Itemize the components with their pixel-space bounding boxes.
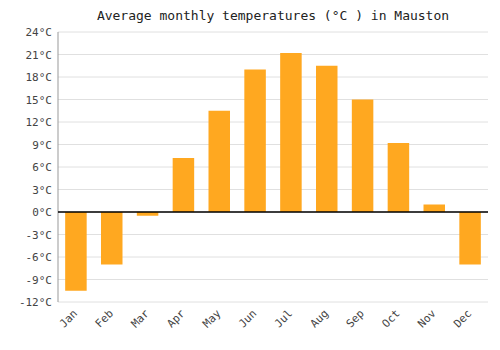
x-tick-label: Jun — [236, 307, 259, 330]
bar — [280, 53, 302, 212]
grid-line — [58, 167, 488, 168]
x-tick-label: Dec — [451, 307, 474, 330]
bars — [65, 53, 481, 291]
bar — [352, 100, 374, 213]
x-tick-label: Aug — [308, 307, 331, 330]
title: Average monthly temperatures (°C ) in Ma… — [97, 8, 449, 23]
grid-line — [58, 189, 488, 190]
x-tick-label: Jul — [272, 307, 295, 330]
baseline — [58, 211, 488, 213]
x-tick-label: Apr — [164, 307, 188, 331]
y-tick-label: 12°C — [26, 116, 53, 129]
y-tick-label: 18°C — [26, 71, 53, 84]
grid-line — [58, 54, 488, 55]
y-tick-label: 21°C — [26, 49, 53, 62]
y-tick-label: -9°C — [26, 274, 53, 287]
grid-line — [58, 122, 488, 123]
y-tick-label: -6°C — [26, 251, 53, 264]
x-tick-label: Sep — [344, 307, 367, 330]
y-tick-label: -12°C — [19, 296, 52, 309]
chart-container: Average monthly temperatures (°C ) in Ma… — [0, 0, 500, 350]
grid-line — [58, 212, 488, 213]
y-tick-label: 9°C — [32, 139, 52, 152]
y-axis-line — [58, 32, 59, 302]
x-tick-label: Feb — [93, 307, 116, 330]
grid-line — [58, 77, 488, 78]
grid-line — [58, 279, 488, 280]
bar — [459, 212, 481, 265]
bar — [244, 70, 265, 213]
grid-line — [58, 302, 488, 303]
bar — [173, 158, 195, 212]
x-tick-label: Oct — [379, 307, 402, 330]
y-tick-label: -3°C — [26, 229, 53, 242]
grid — [58, 32, 488, 302]
y-tick-label: 0°C — [32, 206, 52, 219]
grid-line — [58, 99, 488, 100]
bar — [388, 143, 410, 212]
y-tick-label: 15°C — [26, 94, 53, 107]
bar — [101, 212, 123, 265]
y-tick-label: 6°C — [32, 161, 52, 174]
x-tick-label: Jan — [57, 307, 80, 330]
bar — [65, 212, 87, 291]
bar — [209, 111, 231, 212]
y-tick-label: 3°C — [32, 184, 52, 197]
x-tick-label: May — [200, 307, 224, 331]
grid-line — [58, 32, 488, 33]
bar — [424, 205, 446, 213]
chart: Average monthly temperatures (°C ) in Ma… — [0, 0, 500, 350]
grid-line — [58, 144, 488, 145]
bar — [316, 66, 338, 212]
x-tick-label: Mar — [129, 307, 153, 331]
y-tick-label: 24°C — [26, 26, 53, 39]
x-tick-label: Nov — [415, 307, 439, 331]
